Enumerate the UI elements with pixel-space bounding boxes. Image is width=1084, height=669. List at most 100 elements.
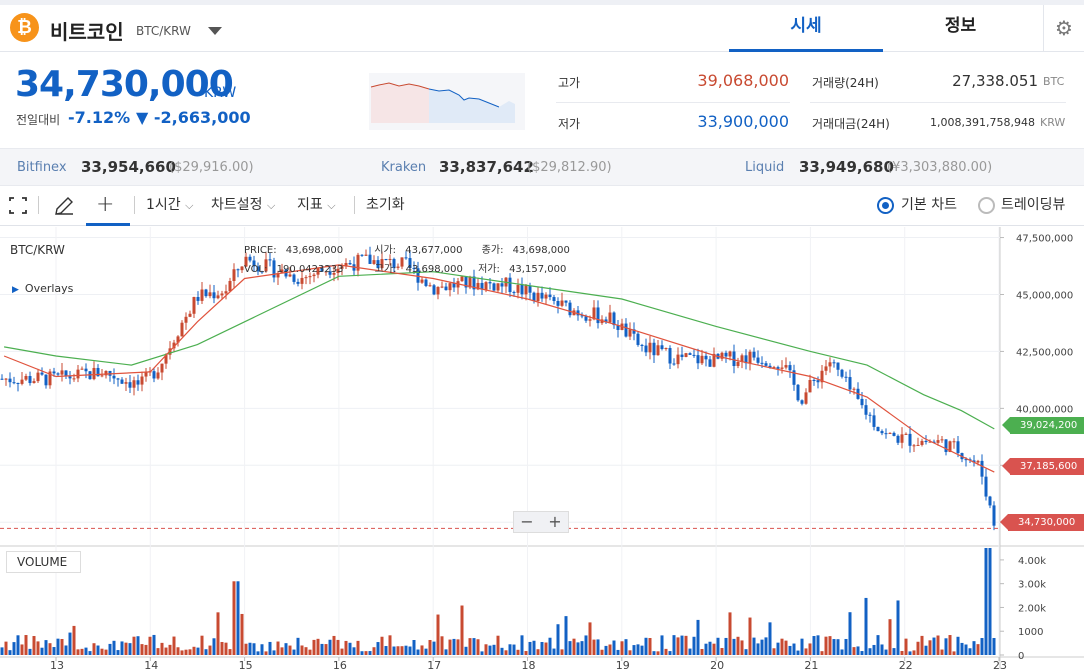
- tab-price[interactable]: 시세: [729, 5, 883, 52]
- candle-body: [920, 440, 924, 445]
- time-tick-label: 22: [899, 659, 913, 669]
- zoom-in-button[interactable]: +: [548, 512, 562, 531]
- volume-bar: [496, 635, 500, 655]
- crosshair-button[interactable]: +: [96, 192, 115, 217]
- candle-body: [680, 354, 684, 357]
- candle-body: [736, 361, 740, 367]
- volume-bar: [692, 636, 696, 655]
- volume-bar: [552, 648, 556, 655]
- basic-chart-label[interactable]: 기본 차트: [901, 197, 957, 213]
- zoom-out-button[interactable]: −: [520, 512, 534, 531]
- moving-average-short-line: [3, 264, 995, 473]
- price-tick-label: 47,500,000: [1016, 234, 1073, 245]
- candle-body: [540, 292, 544, 299]
- volume-bar: [924, 645, 928, 655]
- candle-body: [12, 382, 16, 384]
- volume-bar: [624, 639, 628, 655]
- exchange-price-kraken: 33,837,642: [439, 158, 534, 176]
- price-chart-area[interactable]: 47,500,000 45,000,000 42,500,000 40,000,000…: [0, 227, 1084, 669]
- candle-body: [780, 367, 784, 369]
- moving-average-long-line: [3, 271, 995, 430]
- candle-body: [740, 355, 744, 362]
- reset-button[interactable]: 초기화: [366, 197, 405, 213]
- volume-bar: [164, 647, 168, 655]
- volume-bar: [488, 645, 492, 655]
- candle-body: [868, 414, 872, 416]
- candle-body: [100, 375, 104, 377]
- legend-vol-value: 190.0423233: [276, 264, 344, 275]
- candle-body: [432, 285, 436, 295]
- expand-icon[interactable]: [8, 186, 30, 226]
- volume-bar: [792, 643, 796, 655]
- candle-body: [448, 283, 452, 291]
- candle-body: [880, 431, 884, 434]
- caret-down-icon[interactable]: [208, 27, 222, 35]
- coin-pair[interactable]: BTC/KRW: [136, 24, 191, 38]
- volume-bar: [516, 649, 520, 655]
- volume-bar: [364, 651, 368, 655]
- candle-body: [44, 374, 48, 386]
- candlestick-chart[interactable]: 47,500,000 45,000,000 42,500,000 40,000,000…: [0, 227, 1084, 669]
- candle-body: [524, 285, 528, 295]
- candle-body: [344, 263, 348, 267]
- mini-chart-svg: [370, 82, 515, 123]
- volume-bar: [576, 642, 580, 655]
- volume-bar: [384, 646, 388, 655]
- candle-body: [684, 353, 688, 357]
- candle-body: [940, 439, 944, 441]
- basic-chart-radio[interactable]: [877, 197, 894, 214]
- indicators-menu[interactable]: 지표 ⌵: [297, 186, 336, 226]
- volume-bar: [276, 641, 280, 655]
- tradingview-label[interactable]: 트레이딩뷰: [1001, 197, 1066, 213]
- candle-body: [180, 322, 184, 337]
- candle-body: [92, 367, 96, 380]
- candle-body: [232, 269, 236, 281]
- overlays-toggle[interactable]: ▶ Overlays: [12, 282, 73, 295]
- candle-body: [60, 370, 64, 375]
- volume-bar: [892, 648, 896, 655]
- candle-body: [296, 281, 300, 284]
- candle-body: [704, 355, 708, 360]
- volume-bar: [736, 636, 740, 655]
- volume-24h-unit: BTC: [1043, 75, 1065, 88]
- candle-body: [300, 277, 304, 284]
- volume-bar: [780, 638, 784, 655]
- candle-body: [480, 282, 484, 290]
- volume-bar: [848, 612, 852, 655]
- volume-bar: [228, 649, 232, 655]
- volume-bar: [220, 641, 224, 655]
- pencil-icon[interactable]: [53, 186, 75, 226]
- volume-bar: [328, 639, 332, 655]
- candle-body: [576, 310, 580, 316]
- interval-select[interactable]: 1시간 ⌵: [146, 186, 193, 226]
- candle-body: [608, 312, 612, 323]
- tab-info[interactable]: 정보: [944, 16, 977, 36]
- volume-bar: [788, 645, 792, 655]
- candle-body: [944, 439, 948, 452]
- candle-body: [808, 380, 812, 393]
- tradingview-radio[interactable]: [978, 197, 995, 214]
- volume-bar: [424, 648, 428, 655]
- time-tick-label: 18: [522, 659, 536, 669]
- candle-body: [772, 367, 776, 369]
- volume-bar: [748, 617, 752, 655]
- volume-bar: [268, 641, 272, 655]
- volume-bar: [208, 645, 212, 655]
- candle-body: [408, 258, 412, 269]
- candle-body: [144, 372, 148, 377]
- volume-bar: [600, 649, 604, 655]
- candle-body: [72, 378, 76, 380]
- candle-body: [544, 294, 548, 299]
- chart-settings-menu[interactable]: 차트설정 ⌵: [211, 186, 275, 226]
- candle-body: [20, 379, 24, 384]
- gear-icon[interactable]: ⚙: [1043, 5, 1084, 52]
- candle-body: [268, 259, 272, 261]
- candle-body: [828, 362, 832, 367]
- volume-bar: [992, 638, 996, 655]
- candle-body: [316, 268, 320, 275]
- coin-name[interactable]: 비트코인: [50, 20, 124, 44]
- volume-bar: [24, 635, 28, 655]
- volume-bar: [612, 640, 616, 655]
- candle-body: [892, 432, 896, 436]
- volume-bar: [732, 638, 736, 655]
